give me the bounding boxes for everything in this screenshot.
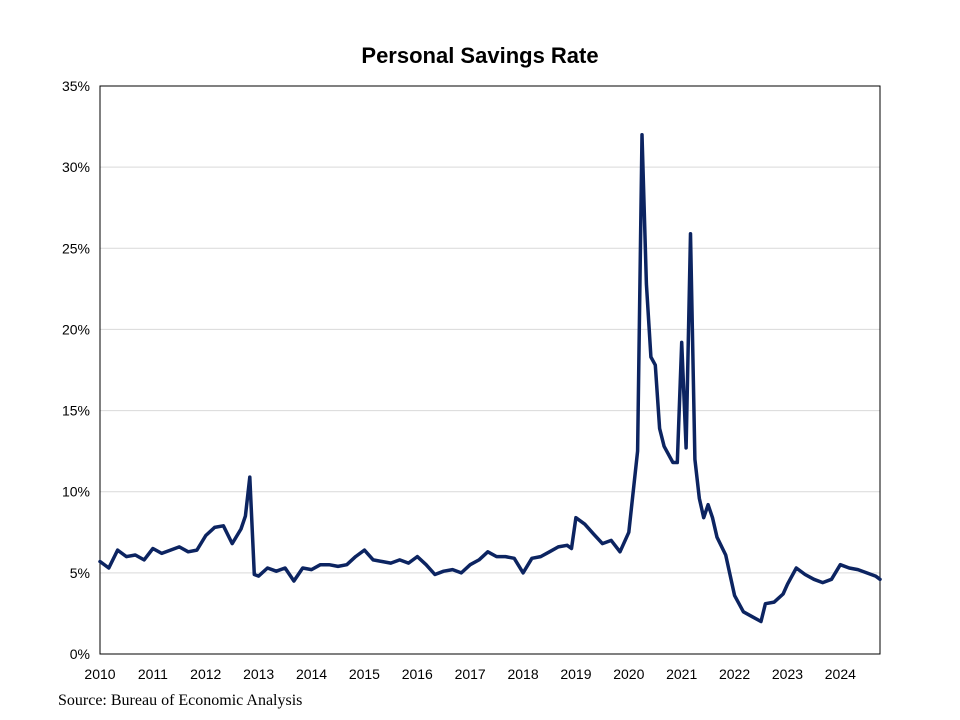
x-tick-label: 2021 — [666, 666, 697, 682]
x-tick-label: 2019 — [560, 666, 591, 682]
x-tick-label: 2017 — [455, 666, 486, 682]
y-tick-label: 25% — [62, 240, 90, 256]
gridlines — [100, 166, 880, 574]
x-tick-label: 2014 — [296, 666, 327, 682]
chart-title: Personal Savings Rate — [361, 43, 598, 68]
x-tick-label: 2012 — [190, 666, 221, 682]
y-tick-label: 35% — [62, 78, 90, 94]
x-tick-label: 2020 — [613, 666, 644, 682]
x-tick-label: 2023 — [772, 666, 803, 682]
x-tick-label: 2011 — [138, 666, 168, 682]
x-tick-label: 2022 — [719, 666, 750, 682]
y-tick-label: 15% — [62, 403, 90, 419]
y-tick-label: 20% — [62, 321, 90, 337]
y-axis-tick-labels: 0% 5% 10% 15% 20% 25% 30% 35% — [62, 78, 90, 662]
x-tick-label: 2010 — [84, 666, 115, 682]
x-tick-label: 2013 — [243, 666, 274, 682]
x-tick-label: 2018 — [507, 666, 538, 682]
y-tick-label: 30% — [62, 159, 90, 175]
x-tick-label: 2024 — [825, 666, 856, 682]
x-axis-tick-labels: 2010 2011 2012 2013 2014 2015 2016 2017 2018 2019… — [84, 666, 856, 682]
source-note: Source: Bureau of Economic Analysis — [58, 692, 302, 709]
y-tick-label: 0% — [70, 646, 90, 662]
y-tick-label: 10% — [62, 484, 90, 500]
savings-rate-line — [98, 132, 882, 624]
y-tick-label: 5% — [70, 565, 90, 581]
x-tick-label: 2015 — [349, 666, 380, 682]
plot-area-border — [99, 85, 881, 655]
x-tick-label: 2016 — [402, 666, 433, 682]
